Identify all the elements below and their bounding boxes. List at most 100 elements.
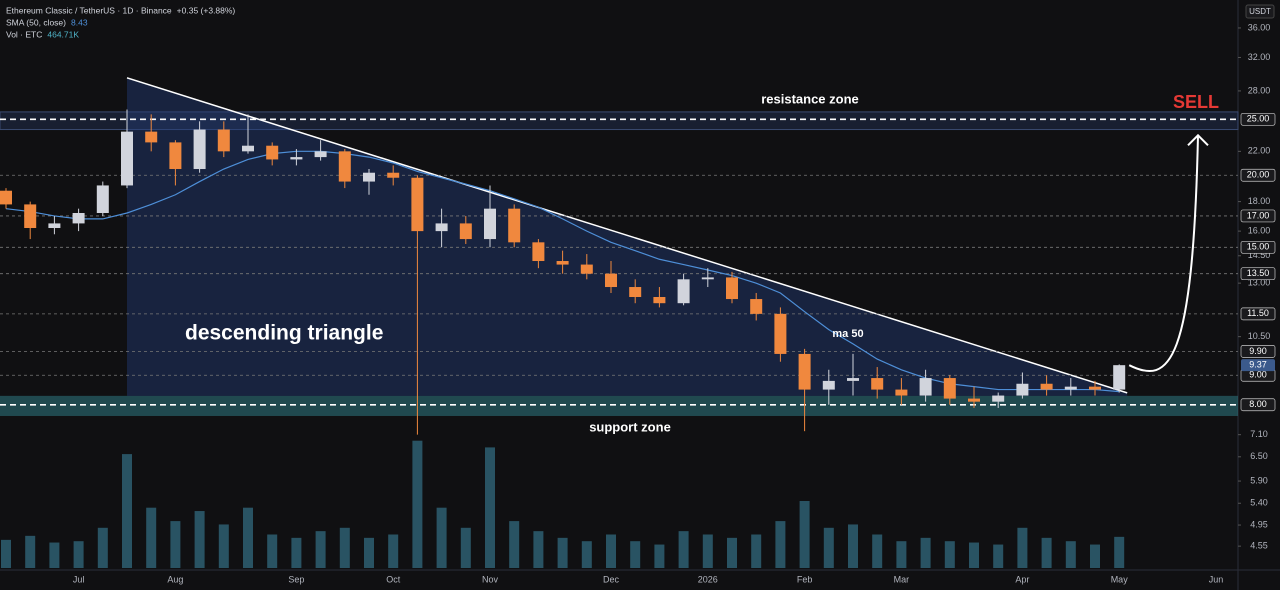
ma-label: ma 50 <box>832 328 863 340</box>
x-tick-label: Nov <box>482 574 499 584</box>
candle-body <box>145 131 158 143</box>
volume-bar <box>606 534 616 568</box>
volume-bar <box>654 544 665 568</box>
candle-body <box>1113 365 1126 390</box>
zone-label: resistance zone <box>761 91 859 106</box>
candle-body <box>774 313 787 354</box>
volume-bar <box>364 537 374 568</box>
level-box <box>1240 345 1276 358</box>
candle-body <box>0 190 12 205</box>
volume-bar <box>146 507 157 568</box>
candle-body <box>1016 383 1029 396</box>
candle-body <box>387 172 400 178</box>
candle-body <box>169 142 182 170</box>
candle-body <box>822 380 835 390</box>
level-label: 17.00 <box>1247 210 1270 220</box>
level-label: 9.90 <box>1249 346 1267 356</box>
level-label: 8.00 <box>1249 399 1267 409</box>
level-box <box>1240 209 1276 223</box>
y-tick-label: 36.00 <box>1248 22 1271 32</box>
volume-bar <box>557 537 568 568</box>
candle-body <box>580 264 593 274</box>
volume-bar <box>243 507 253 568</box>
zone <box>0 111 1239 131</box>
candle-body <box>556 261 569 265</box>
volume-bar <box>1114 536 1125 568</box>
level-box <box>1240 267 1276 281</box>
candle-body <box>532 242 545 262</box>
y-tick-label: 10.50 <box>1248 331 1271 341</box>
legend-text: Vol · ETC <box>6 29 42 39</box>
y-tick-label: 13.00 <box>1248 278 1271 288</box>
y-tick-label: 6.50 <box>1250 451 1268 461</box>
y-tick-label: 22.00 <box>1248 146 1271 156</box>
level-box <box>1240 307 1276 321</box>
arrow-head <box>1187 133 1209 147</box>
candle-body <box>750 299 763 314</box>
x-tick-label: Dec <box>603 574 620 584</box>
legend-text: 464.71K <box>47 29 79 39</box>
volume-bar <box>1065 541 1076 568</box>
volume-bar <box>73 541 84 568</box>
volume-bar <box>291 537 302 568</box>
triangle-label: descending triangle <box>185 322 383 345</box>
x-tick-label: Sep <box>288 574 304 584</box>
volume-bar <box>751 534 762 568</box>
candle-body <box>1064 386 1077 390</box>
candle-body <box>72 213 85 224</box>
y-tick-label: 28.00 <box>1248 85 1271 95</box>
candle-body <box>48 223 61 229</box>
x-tick-label: Apr <box>1015 574 1029 584</box>
candle-body <box>653 297 666 304</box>
level-box <box>1240 112 1276 126</box>
legend-text: +0.35 (+3.88%) <box>177 5 236 15</box>
volume-bar <box>1 539 11 568</box>
volume-bar <box>630 541 641 568</box>
candle-body <box>605 273 617 288</box>
volume-bar <box>509 521 520 568</box>
volume-bar <box>194 511 205 568</box>
level-label: 20.00 <box>1247 170 1270 180</box>
candle-body <box>314 151 327 158</box>
volume-bar <box>97 527 108 568</box>
candle-body <box>895 389 908 396</box>
volume-bar <box>25 535 36 568</box>
volume-bar <box>412 440 423 568</box>
x-tick-label: May <box>1111 574 1129 584</box>
candle-body <box>726 277 738 300</box>
candle-body <box>242 145 254 152</box>
level-label: 15.00 <box>1247 242 1270 252</box>
volume-bar <box>218 524 229 568</box>
candle-body <box>24 204 37 229</box>
volume-bar <box>727 537 737 568</box>
candle-body <box>435 223 448 232</box>
y-tick-label: 5.90 <box>1250 475 1268 485</box>
y-tick-label: 14.50 <box>1248 250 1271 260</box>
x-tick-label: Aug <box>167 574 183 584</box>
currency-label: USDT <box>1249 7 1271 16</box>
volume-bar <box>485 447 495 568</box>
candle-body <box>798 353 811 390</box>
volume-bar <box>775 521 786 568</box>
candle-body <box>193 129 206 170</box>
x-tick-label: Jun <box>1209 574 1224 584</box>
volume-bar <box>799 501 810 568</box>
candle-body <box>484 208 496 240</box>
volume-bar <box>993 544 1004 568</box>
volume-bar <box>823 527 834 568</box>
volume-bar <box>122 454 132 568</box>
volume-bar <box>315 531 326 568</box>
level-box <box>1240 168 1276 182</box>
candle-body <box>629 287 642 298</box>
volume-bar <box>1017 527 1028 568</box>
level-label: 25.00 <box>1247 114 1270 124</box>
candle-body <box>290 157 303 160</box>
volume-bar <box>267 534 278 568</box>
volume-bar <box>969 542 979 568</box>
y-tick-label: 18.00 <box>1248 196 1271 206</box>
x-tick-label: Mar <box>894 574 910 584</box>
x-tick-label: 2026 <box>698 574 718 584</box>
candle-body <box>508 208 521 243</box>
level-label: 13.50 <box>1247 268 1270 278</box>
